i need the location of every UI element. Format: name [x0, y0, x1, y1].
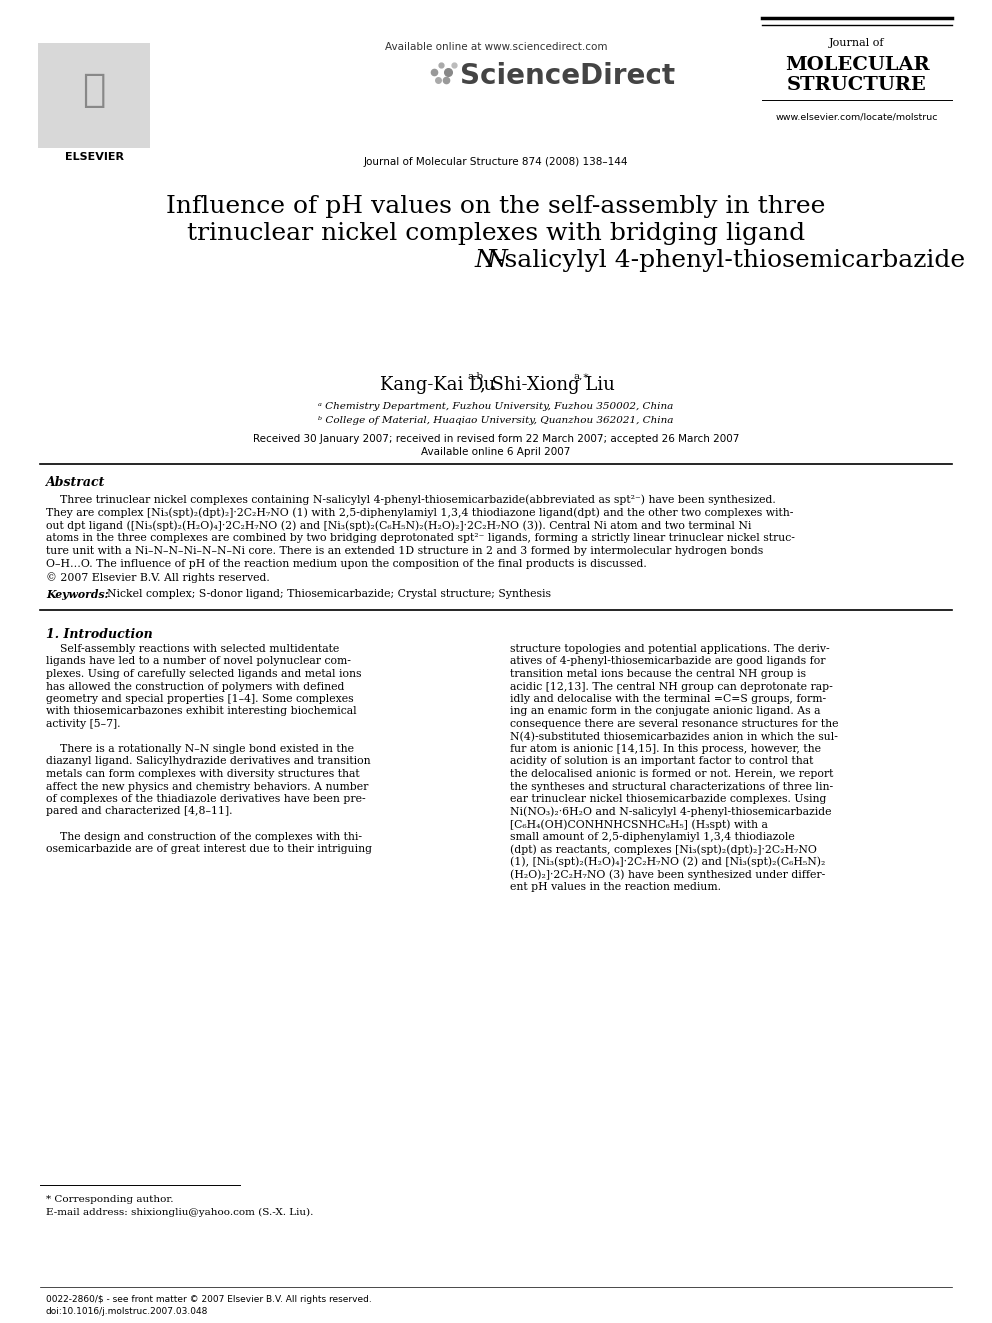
Text: 1. Introduction: 1. Introduction [46, 628, 153, 642]
Text: N: N [474, 249, 496, 273]
Text: Three trinuclear nickel complexes containing N-salicylyl 4-phenyl-thiosemicarbaz: Three trinuclear nickel complexes contai… [46, 493, 776, 504]
Text: ent pH values in the reaction medium.: ent pH values in the reaction medium. [510, 881, 721, 892]
Text: © 2007 Elsevier B.V. All rights reserved.: © 2007 Elsevier B.V. All rights reserved… [46, 572, 270, 582]
Text: ear trinuclear nickel thiosemicarbazide complexes. Using: ear trinuclear nickel thiosemicarbazide … [510, 794, 826, 804]
Text: plexes. Using of carefully selected ligands and metal ions: plexes. Using of carefully selected liga… [46, 669, 361, 679]
Text: ScienceDirect: ScienceDirect [460, 62, 676, 90]
Text: the syntheses and structural characterizations of three lin-: the syntheses and structural characteriz… [510, 782, 833, 791]
Text: There is a rotationally N–N single bond existed in the: There is a rotationally N–N single bond … [46, 744, 354, 754]
Text: Journal of: Journal of [829, 38, 885, 48]
Text: ELSEVIER: ELSEVIER [64, 152, 123, 161]
Text: affect the new physics and chemistry behaviors. A number: affect the new physics and chemistry beh… [46, 782, 368, 791]
Text: with thiosemicarbazones exhibit interesting biochemical: with thiosemicarbazones exhibit interest… [46, 706, 357, 717]
Text: [C₆H₄(OH)CONHNHCSNHC₆H₅] (H₃spt) with a: [C₆H₄(OH)CONHNHCSNHC₆H₅] (H₃spt) with a [510, 819, 768, 830]
Text: Received 30 January 2007; received in revised form 22 March 2007; accepted 26 Ma: Received 30 January 2007; received in re… [253, 434, 739, 445]
Text: idly and delocalise with the terminal =C=S groups, form-: idly and delocalise with the terminal =C… [510, 695, 826, 704]
Text: , Shi-Xiong Liu: , Shi-Xiong Liu [480, 376, 621, 394]
Text: (1), [Ni₃(spt)₂(H₂O)₄]·2C₂H₇NO (2) and [Ni₃(spt)₂(C₆H₅N)₂: (1), [Ni₃(spt)₂(H₂O)₄]·2C₂H₇NO (2) and [… [510, 856, 825, 867]
Text: 0022-2860/$ - see front matter © 2007 Elsevier B.V. All rights reserved.: 0022-2860/$ - see front matter © 2007 El… [46, 1295, 372, 1304]
Text: osemicarbazide are of great interest due to their intriguing: osemicarbazide are of great interest due… [46, 844, 372, 855]
Text: small amount of 2,5-diphenylamiyl 1,3,4 thiodiazole: small amount of 2,5-diphenylamiyl 1,3,4 … [510, 831, 795, 841]
Text: They are complex [Ni₃(spt)₂(dpt)₂]·2C₂H₇NO (1) with 2,5-diphenylamiyl 1,3,4 thio: They are complex [Ni₃(spt)₂(dpt)₂]·2C₂H₇… [46, 507, 794, 517]
Text: -salicylyl 4-phenyl-thiosemicarbazide: -salicylyl 4-phenyl-thiosemicarbazide [496, 249, 965, 273]
Text: ᵃ Chemistry Department, Fuzhou University, Fuzhou 350002, China: ᵃ Chemistry Department, Fuzhou Universit… [318, 402, 674, 411]
Text: fur atom is anionic [14,15]. In this process, however, the: fur atom is anionic [14,15]. In this pro… [510, 744, 821, 754]
Text: pared and characterized [4,8–11].: pared and characterized [4,8–11]. [46, 807, 232, 816]
Text: diazanyl ligand. Salicylhydrazide derivatives and transition: diazanyl ligand. Salicylhydrazide deriva… [46, 757, 371, 766]
Text: STRUCTURE: STRUCTURE [787, 75, 927, 94]
Text: www.elsevier.com/locate/molstruc: www.elsevier.com/locate/molstruc [776, 112, 938, 120]
Text: ligands have led to a number of novel polynuclear com-: ligands have led to a number of novel po… [46, 656, 351, 667]
Text: the delocalised anionic is formed or not. Herein, we report: the delocalised anionic is formed or not… [510, 769, 833, 779]
Text: doi:10.1016/j.molstruc.2007.03.048: doi:10.1016/j.molstruc.2007.03.048 [46, 1307, 208, 1316]
Text: (dpt) as reactants, complexes [Ni₃(spt)₂(dpt)₂]·2C₂H₇NO: (dpt) as reactants, complexes [Ni₃(spt)₂… [510, 844, 816, 855]
Text: a,b: a,b [468, 372, 484, 381]
Text: consequence there are several resonance structures for the: consequence there are several resonance … [510, 718, 838, 729]
Text: ture unit with a Ni–N–N–Ni–N–N–Ni core. There is an extended 1D structure in 2 a: ture unit with a Ni–N–N–Ni–N–N–Ni core. … [46, 546, 763, 556]
Text: activity [5–7].: activity [5–7]. [46, 718, 120, 729]
Text: atives of 4-phenyl-thiosemicarbazide are good ligands for: atives of 4-phenyl-thiosemicarbazide are… [510, 656, 825, 667]
Text: Nickel complex; S-donor ligand; Thiosemicarbazide; Crystal structure; Synthesis: Nickel complex; S-donor ligand; Thiosemi… [100, 589, 551, 599]
Text: ᵇ College of Material, Huaqiao University, Quanzhou 362021, China: ᵇ College of Material, Huaqiao Universit… [318, 415, 674, 425]
Text: Keywords:: Keywords: [46, 589, 109, 601]
Text: out dpt ligand ([Ni₃(spt)₂(H₂O)₄]·2C₂H₇NO (2) and [Ni₃(spt)₂(C₆H₅N)₂(H₂O)₂]·2C₂H: out dpt ligand ([Ni₃(spt)₂(H₂O)₄]·2C₂H₇N… [46, 520, 751, 531]
Text: metals can form complexes with diversity structures that: metals can form complexes with diversity… [46, 769, 360, 779]
Text: acidic [12,13]. The central NH group can deprotonate rap-: acidic [12,13]. The central NH group can… [510, 681, 832, 692]
Text: O–H…O. The influence of pH of the reaction medium upon the composition of the fi: O–H…O. The influence of pH of the reacti… [46, 560, 647, 569]
Text: atoms in the three complexes are combined by two bridging deprotonated spt²⁻ lig: atoms in the three complexes are combine… [46, 533, 795, 542]
Text: Journal of Molecular Structure 874 (2008) 138–144: Journal of Molecular Structure 874 (2008… [364, 157, 628, 167]
Text: Influence of pH values on the self-assembly in three: Influence of pH values on the self-assem… [167, 194, 825, 218]
Text: 🌳: 🌳 [82, 71, 106, 108]
Text: acidity of solution is an important factor to control that: acidity of solution is an important fact… [510, 757, 813, 766]
Text: Available online 6 April 2007: Available online 6 April 2007 [422, 447, 570, 456]
Text: MOLECULAR: MOLECULAR [785, 56, 930, 74]
Text: ing an enamic form in the conjugate anionic ligand. As a: ing an enamic form in the conjugate anio… [510, 706, 820, 717]
Text: Available online at www.sciencedirect.com: Available online at www.sciencedirect.co… [385, 42, 607, 52]
Text: The design and construction of the complexes with thi-: The design and construction of the compl… [46, 831, 362, 841]
Text: (H₂O)₂]·2C₂H₇NO (3) have been synthesized under differ-: (H₂O)₂]·2C₂H₇NO (3) have been synthesize… [510, 869, 825, 880]
Text: Ni(NO₃)₂·6H₂O and N-salicylyl 4-phenyl-thiosemicarbazide: Ni(NO₃)₂·6H₂O and N-salicylyl 4-phenyl-t… [510, 807, 831, 818]
Text: N: N [485, 249, 507, 273]
Bar [38, 44, 150, 148]
Text: transition metal ions because the central NH group is: transition metal ions because the centra… [510, 669, 806, 679]
Text: Abstract: Abstract [46, 476, 105, 490]
Text: structure topologies and potential applications. The deriv-: structure topologies and potential appli… [510, 644, 829, 654]
Text: N(4)-substituted thiosemicarbazides anion in which the sul-: N(4)-substituted thiosemicarbazides anio… [510, 732, 838, 742]
Text: Kang-Kai Du: Kang-Kai Du [380, 376, 501, 394]
Text: Self-assembly reactions with selected multidentate: Self-assembly reactions with selected mu… [46, 644, 339, 654]
Text: * Corresponding author.: * Corresponding author. [46, 1195, 174, 1204]
Text: of complexes of the thiadiazole derivatives have been pre-: of complexes of the thiadiazole derivati… [46, 794, 366, 804]
Text: geometry and special properties [1–4]. Some complexes: geometry and special properties [1–4]. S… [46, 695, 353, 704]
Text: trinuclear nickel complexes with bridging ligand: trinuclear nickel complexes with bridgin… [186, 222, 806, 245]
Text: has allowed the construction of polymers with defined: has allowed the construction of polymers… [46, 681, 344, 692]
Text: E-mail address: shixiongliu@yahoo.com (S.-X. Liu).: E-mail address: shixiongliu@yahoo.com (S… [46, 1208, 313, 1217]
Text: a,∗: a,∗ [573, 372, 589, 381]
